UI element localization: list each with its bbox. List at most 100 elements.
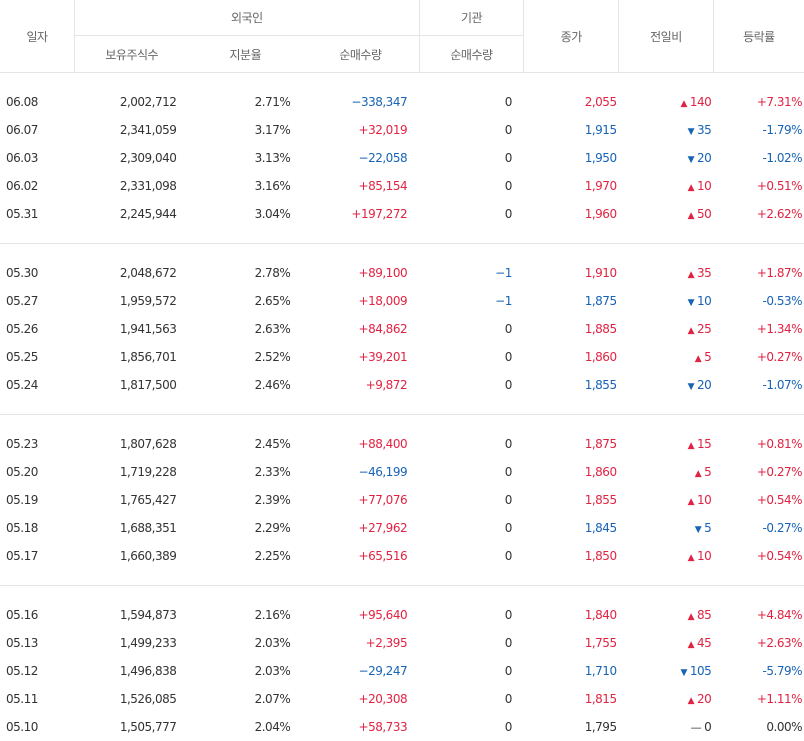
foreign-net-cell: +18,009 <box>302 287 419 315</box>
change-rate-cell: -5.79% <box>713 657 804 685</box>
change-rate-cell: -1.79% <box>713 116 804 144</box>
dash-icon: — <box>691 721 702 734</box>
institution-net-cell: 0 <box>419 343 524 371</box>
holding-ratio-cell: 3.13% <box>188 144 302 172</box>
foreign-net-cell: +32,019 <box>302 116 419 144</box>
down-triangle-icon: ▼ <box>688 127 694 137</box>
change-value: 25 <box>697 322 711 336</box>
close-price-cell: 1,845 <box>524 514 619 542</box>
change-cell: ▲10 <box>619 542 714 570</box>
foreign-net-cell: +20,308 <box>302 685 419 713</box>
institution-net-cell: 0 <box>419 371 524 399</box>
held-shares-cell: 1,807,628 <box>75 430 189 458</box>
close-price-cell: 1,970 <box>524 172 619 200</box>
change-cell: ▼20 <box>619 371 714 399</box>
date-cell: 05.27 <box>0 287 75 315</box>
foreign-net-cell: +58,733 <box>302 713 419 741</box>
header-held-shares: 보유주식수 <box>75 36 189 73</box>
foreign-net-cell: +84,862 <box>302 315 419 343</box>
change-cell: ▲45 <box>619 629 714 657</box>
change-rate-cell: -0.27% <box>713 514 804 542</box>
change-cell: ▼20 <box>619 144 714 172</box>
held-shares-cell: 1,499,233 <box>75 629 189 657</box>
change-value: 15 <box>697 437 711 451</box>
change-value: 35 <box>697 123 711 137</box>
institution-net-cell: 0 <box>419 629 524 657</box>
held-shares-cell: 1,594,873 <box>75 601 189 629</box>
holding-ratio-cell: 2.03% <box>188 629 302 657</box>
change-rate-cell: +0.27% <box>713 343 804 371</box>
change-cell: ▼10 <box>619 287 714 315</box>
header-close: 종가 <box>524 0 619 73</box>
holding-ratio-cell: 2.29% <box>188 514 302 542</box>
held-shares-cell: 1,959,572 <box>75 287 189 315</box>
header-change: 전일비 <box>619 0 714 73</box>
change-rate-cell: +0.54% <box>713 542 804 570</box>
close-price-cell: 1,950 <box>524 144 619 172</box>
date-cell: 05.26 <box>0 315 75 343</box>
up-triangle-icon: ▲ <box>688 183 694 193</box>
change-value: 105 <box>690 664 711 678</box>
change-value: 50 <box>697 207 711 221</box>
institution-net-cell: 0 <box>419 172 524 200</box>
change-cell: ▲20 <box>619 685 714 713</box>
change-rate-cell: +2.62% <box>713 200 804 228</box>
change-cell: ▲10 <box>619 486 714 514</box>
holding-ratio-cell: 2.16% <box>188 601 302 629</box>
up-triangle-icon: ▲ <box>688 640 694 650</box>
holding-ratio-cell: 2.04% <box>188 713 302 741</box>
change-cell: ▼35 <box>619 116 714 144</box>
close-price-cell: 1,840 <box>524 601 619 629</box>
date-cell: 05.18 <box>0 514 75 542</box>
close-price-cell: 1,710 <box>524 657 619 685</box>
change-value: 10 <box>697 294 711 308</box>
date-cell: 06.07 <box>0 116 75 144</box>
holding-ratio-cell: 2.07% <box>188 685 302 713</box>
foreign-net-cell: +88,400 <box>302 430 419 458</box>
institution-net-cell: −1 <box>419 259 524 287</box>
date-cell: 05.16 <box>0 601 75 629</box>
foreign-net-cell: −29,247 <box>302 657 419 685</box>
held-shares-cell: 1,496,838 <box>75 657 189 685</box>
change-rate-cell: -1.02% <box>713 144 804 172</box>
holding-ratio-cell: 3.16% <box>188 172 302 200</box>
date-cell: 05.30 <box>0 259 75 287</box>
change-rate-cell: +1.34% <box>713 315 804 343</box>
change-value: 35 <box>697 266 711 280</box>
institution-net-cell: 0 <box>419 601 524 629</box>
change-value: 45 <box>697 636 711 650</box>
close-price-cell: 1,855 <box>524 371 619 399</box>
institution-net-cell: 0 <box>419 200 524 228</box>
holding-ratio-cell: 2.03% <box>188 657 302 685</box>
date-cell: 06.03 <box>0 144 75 172</box>
change-cell: ▼105 <box>619 657 714 685</box>
change-value: 140 <box>690 95 711 109</box>
holding-ratio-cell: 3.04% <box>188 200 302 228</box>
foreign-net-cell: +27,962 <box>302 514 419 542</box>
holding-ratio-cell: 2.78% <box>188 259 302 287</box>
close-price-cell: 1,915 <box>524 116 619 144</box>
date-cell: 05.11 <box>0 685 75 713</box>
change-rate-cell: +7.31% <box>713 88 804 116</box>
close-price-cell: 2,055 <box>524 88 619 116</box>
change-value: 0 <box>704 720 711 734</box>
up-triangle-icon: ▲ <box>688 696 694 706</box>
change-value: 10 <box>697 549 711 563</box>
up-triangle-icon: ▲ <box>688 326 694 336</box>
header-institution-net: 순매수량 <box>419 36 524 73</box>
change-cell: ▲ 140 <box>619 88 714 116</box>
change-rate-cell: +4.84% <box>713 601 804 629</box>
held-shares-cell: 1,817,500 <box>75 371 189 399</box>
up-triangle-icon: ▲ <box>688 211 694 221</box>
group-spacer <box>0 586 804 602</box>
institution-net-cell: 0 <box>419 430 524 458</box>
held-shares-cell: 2,048,672 <box>75 259 189 287</box>
up-triangle-icon: ▲ <box>680 99 686 109</box>
